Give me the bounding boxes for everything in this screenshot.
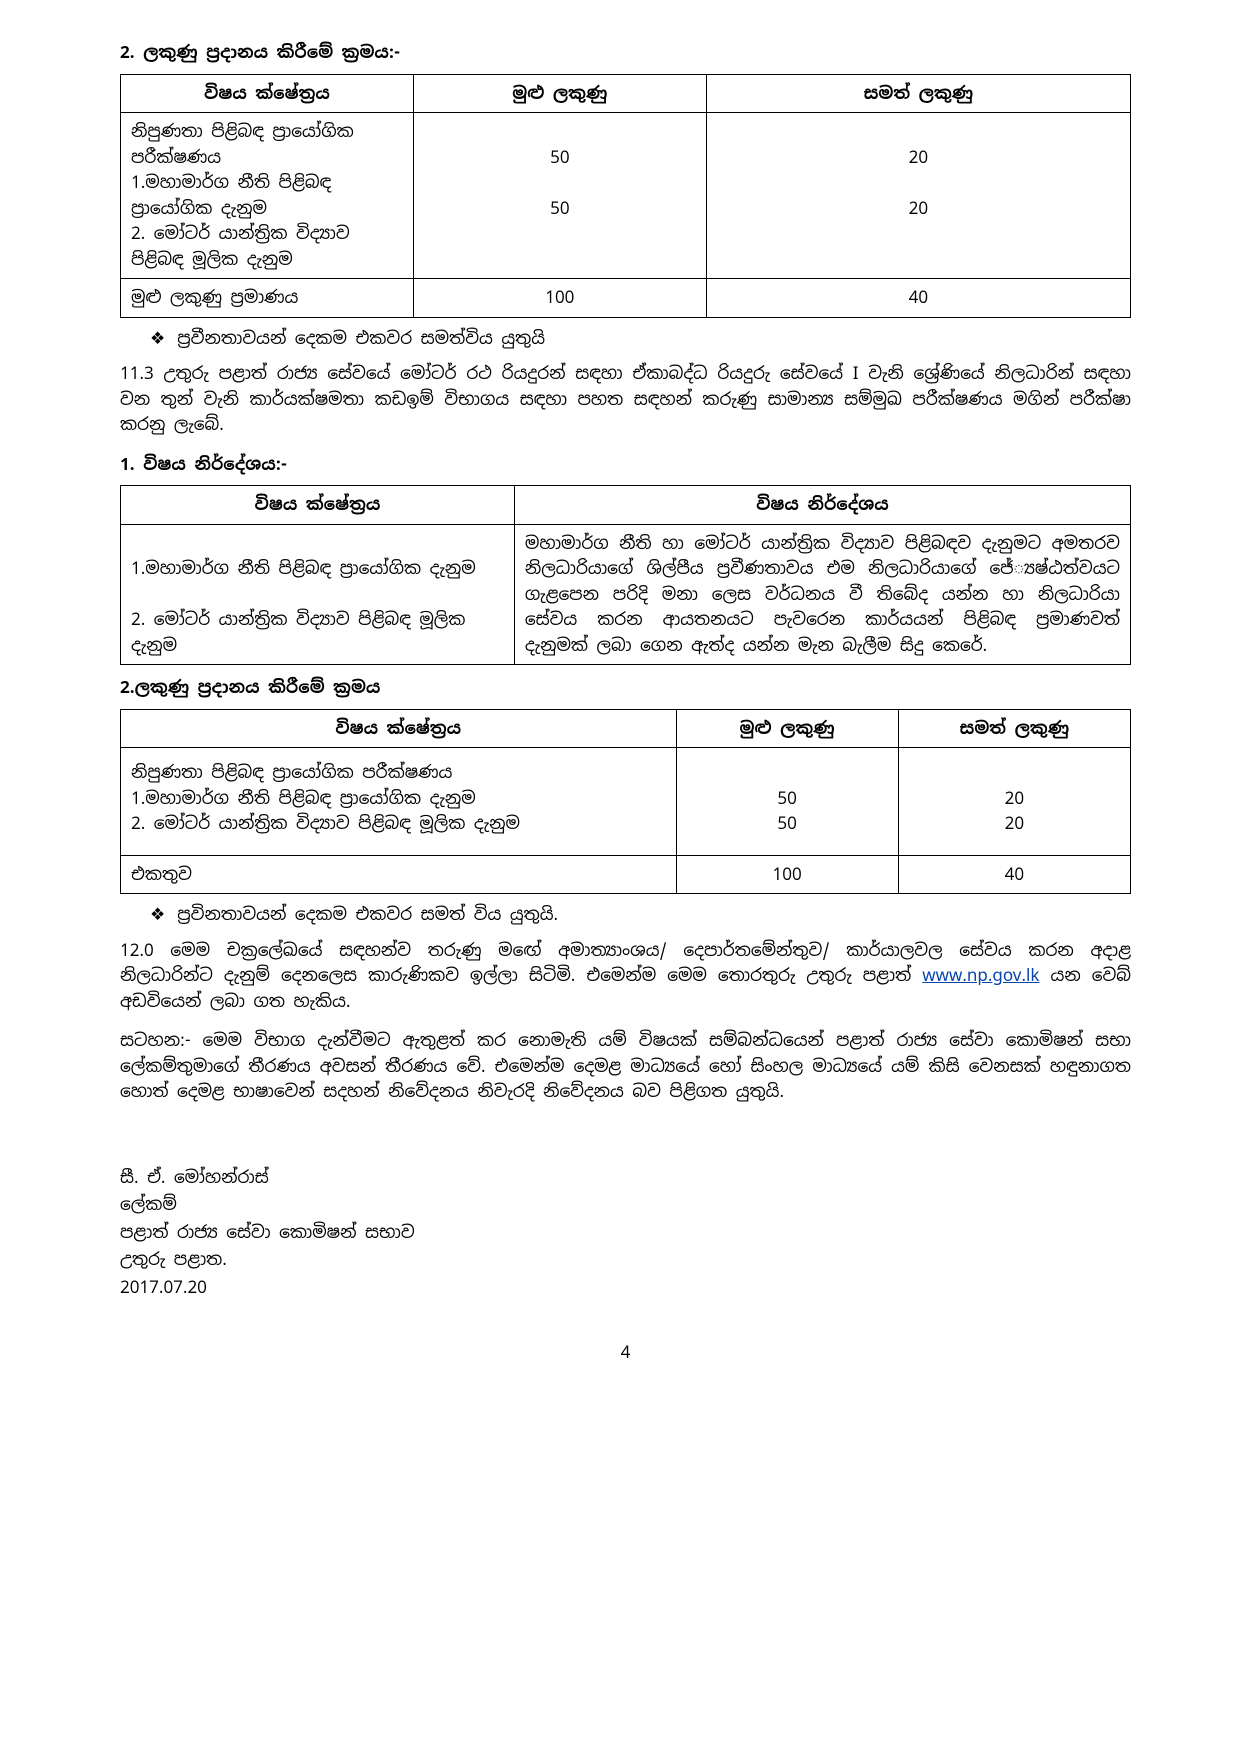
table-row: මුළු ලකුණු ප්‍රමාණය 100 40	[121, 279, 1131, 318]
t3-h1: විෂය ක්ෂේත්‍රය	[121, 709, 677, 748]
t2-c2-cell: මහාමාර්ග නීති හා මෝටර් යාන්ත්‍රික විද්‍ය…	[514, 524, 1130, 665]
t1-r1-c3: 20 20	[706, 113, 1130, 279]
sig-title: ලේකම්	[120, 1192, 1131, 1218]
para-11-3: 11.3 උතුරු පළාත් රාජ්‍ය සේවයේ මෝටර් රථ ර…	[120, 361, 1131, 438]
syllabus-table: විෂය ක්ෂේත්‍රය විෂය නිර්දේශය 1.මහාමාර්ග …	[120, 485, 1131, 665]
marks-table-1: විෂය ක්ෂේත්‍රය මුළු ලකුණු සමත් ලකුණු නිප…	[120, 74, 1131, 318]
t3-r2-c1: එකතුව	[121, 855, 677, 894]
t1-r2-c1: මුළු ලකුණු ප්‍රමාණය	[121, 279, 414, 318]
page-number: 4	[120, 1340, 1131, 1366]
t3-r2-c2: 100	[676, 855, 898, 894]
t1-r1-c1: නිපුණතා පිළිබඳ ප්‍රායෝගික පරීක්ෂණය 1.මහා…	[121, 113, 414, 279]
marks-table-2: විෂය ක්ෂේත්‍රය මුළු ලකුණු සමත් ලකුණු නිප…	[120, 709, 1131, 895]
t3-r1-c2: 50 50	[676, 748, 898, 856]
table-row: නිපුණතා පිළිබඳ ප්‍රායෝගික පරීක්ෂණය 1.මහා…	[121, 748, 1131, 856]
t3-r2-c3: 40	[898, 855, 1130, 894]
sig-loc: උතුරු පළාත.	[120, 1247, 1131, 1273]
bullet-note-2: ප්‍රවිනතාවයන් දෙකම එකවර සමත් විය යුතුයි.	[150, 902, 1131, 928]
table-row: එකතුව 100 40	[121, 855, 1131, 894]
t1-r1-c2: 50 50	[413, 113, 706, 279]
sig-name: සී. ඒ. මෝහන්රාස්	[120, 1165, 1131, 1191]
para-12-0: 12.0 මෙම චක්‍රලේඛයේ සඳහන්ව තරුණු මඟේ අමා…	[120, 938, 1131, 1015]
t1-h2: මුළු ලකුණු	[413, 74, 706, 113]
table-row: නිපුණතා පිළිබඳ ප්‍රායෝගික පරීක්ෂණය 1.මහා…	[121, 113, 1131, 279]
t2-c1-cell: 1.මහාමාර්ග නීති පිළිබඳ ප්‍රායෝගික දැනුම …	[121, 524, 515, 665]
t3-h3: සමත් ලකුණු	[898, 709, 1130, 748]
signature-block: සී. ඒ. මෝහන්රාස් ලේකම් පළාත් රාජ්‍ය සේවා…	[120, 1165, 1131, 1301]
t3-r1-c1: නිපුණතා පිළිබඳ ප්‍රායෝගික පරීක්ෂණය 1.මහා…	[121, 748, 677, 856]
t2-h1: විෂය ක්ෂේත්‍රය	[121, 486, 515, 525]
t1-h1: විෂය ක්ෂේත්‍රය	[121, 74, 414, 113]
section-2-heading: 2. ලකුණු ප්‍රදානය කිරීමේ ක්‍රමය:-	[120, 40, 1131, 66]
t1-r2-c3: 40	[706, 279, 1130, 318]
section-2b-heading: 2.ලකුණු ප්‍රදානය කිරීමේ ක්‍රමය	[120, 675, 1131, 701]
t3-h2: මුළු ලකුණු	[676, 709, 898, 748]
section-1-heading: 1. විෂය නිර්දේශය:-	[120, 452, 1131, 478]
t1-h3: සමත් ලකුණු	[706, 74, 1130, 113]
sig-org: පළාත් රාජ්‍ය සේවා කොමිෂන් සභාව	[120, 1220, 1131, 1246]
table-row: 1.මහාමාර්ග නීති පිළිබඳ ප්‍රායෝගික දැනුම …	[121, 524, 1131, 665]
sig-date: 2017.07.20	[120, 1275, 1131, 1301]
bullet-note-1: ප්‍රවීනතාවයන් දෙකම එකවර සමත්විය යුතුයි	[150, 326, 1131, 352]
t1-r2-c2: 100	[413, 279, 706, 318]
t3-r1-c3: 20 20	[898, 748, 1130, 856]
note-satahana: සටහන:- මෙම විභාග දැන්වීමට ඇතුළත් කර නොමැ…	[120, 1028, 1131, 1105]
website-link[interactable]: www.np.gov.lk	[922, 964, 1039, 986]
t2-h2: විෂය නිර්දේශය	[514, 486, 1130, 525]
